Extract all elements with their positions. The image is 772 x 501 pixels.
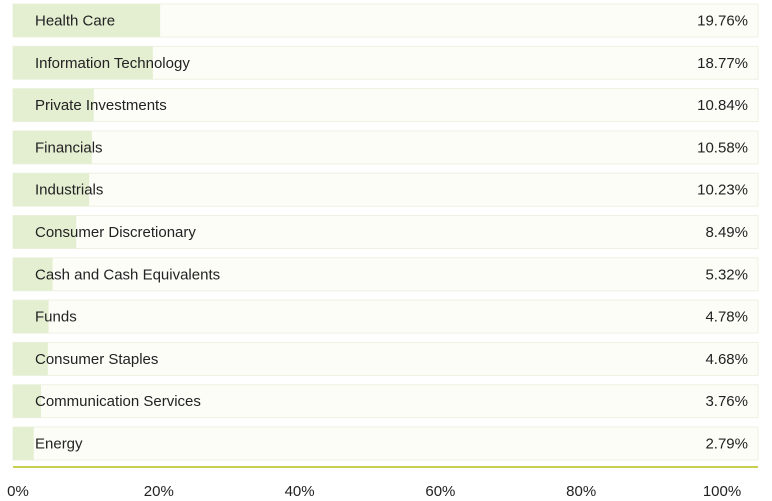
value-label: 2.79% <box>705 435 748 452</box>
category-label: Cash and Cash Equivalents <box>35 266 220 283</box>
category-label: Funds <box>35 309 77 326</box>
x-tick-label: 100% <box>703 483 741 500</box>
value-label: 10.23% <box>697 182 748 199</box>
bar <box>13 46 153 80</box>
row-background <box>12 426 759 461</box>
category-label: Information Technology <box>35 55 190 72</box>
value-label: 8.49% <box>705 224 748 241</box>
bar <box>13 173 90 207</box>
category-label: Consumer Staples <box>35 351 158 368</box>
x-tick-label: 20% <box>144 483 174 500</box>
x-tick-label: 60% <box>425 483 455 500</box>
row-background <box>12 215 759 249</box>
category-label: Health Care <box>35 12 115 29</box>
row-background <box>12 130 759 165</box>
category-label: Consumer Discretionary <box>35 224 196 241</box>
category-label: Financials <box>35 139 103 156</box>
value-label: 3.76% <box>705 393 748 410</box>
bar <box>13 300 49 334</box>
bar <box>13 257 53 291</box>
category-label: Industrials <box>35 182 103 199</box>
row-background <box>12 341 759 376</box>
row-background <box>12 88 759 123</box>
value-label: 19.76% <box>697 12 748 29</box>
bar <box>13 342 48 376</box>
x-tick-label: 0% <box>7 483 29 500</box>
value-label: 18.77% <box>697 55 748 72</box>
bar <box>13 4 161 37</box>
category-label: Communication Services <box>35 393 201 410</box>
row-background <box>12 299 759 334</box>
x-tick-label: 80% <box>566 483 596 500</box>
value-label: 4.78% <box>705 309 748 326</box>
bar <box>13 215 77 249</box>
bar <box>13 130 92 164</box>
category-label: Energy <box>35 435 83 452</box>
bar <box>13 384 42 418</box>
value-label: 10.84% <box>697 97 748 114</box>
value-label: 5.32% <box>705 266 748 283</box>
row-background <box>12 257 759 292</box>
value-label: 10.58% <box>697 139 748 156</box>
x-tick-label: 40% <box>285 483 315 500</box>
value-label: 4.68% <box>705 351 748 368</box>
bar <box>13 427 34 460</box>
bar <box>13 88 94 122</box>
row-background <box>12 172 759 207</box>
category-label: Private Investments <box>35 97 167 114</box>
